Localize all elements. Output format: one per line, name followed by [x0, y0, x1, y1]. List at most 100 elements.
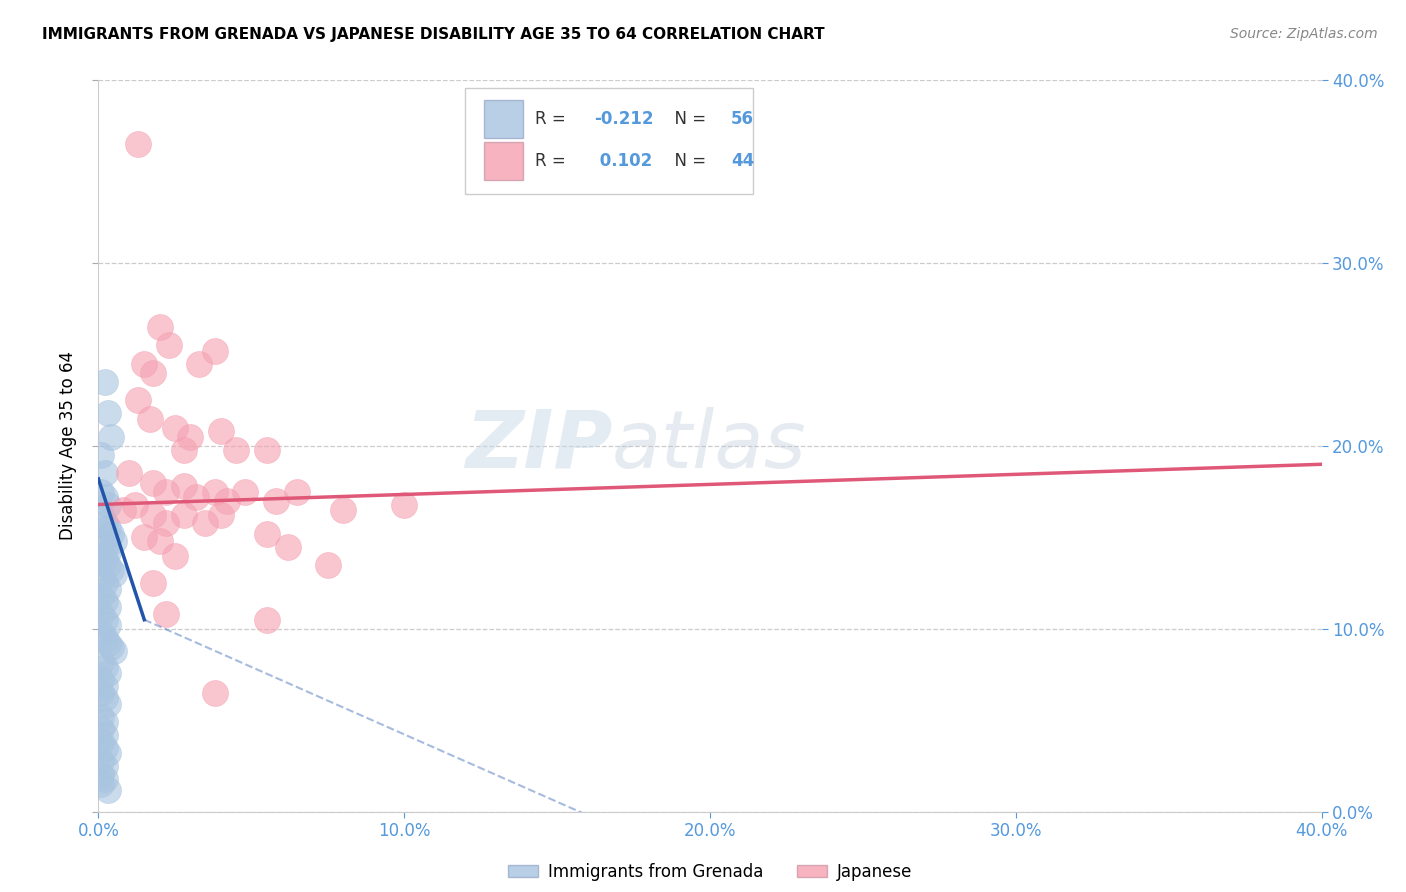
Point	[209, 425, 232, 439]
Point	[173, 479, 195, 493]
Point	[149, 534, 172, 549]
Legend: Immigrants from Grenada, Japanese: Immigrants from Grenada, Japanese	[502, 856, 918, 888]
Point	[256, 442, 278, 457]
Point	[163, 421, 186, 435]
Point	[93, 576, 115, 591]
Point	[142, 366, 165, 380]
Point	[204, 686, 226, 700]
Point	[97, 582, 120, 596]
Point	[186, 490, 208, 504]
Point	[93, 552, 115, 566]
Point	[93, 728, 115, 742]
Point	[134, 357, 156, 371]
FancyBboxPatch shape	[484, 142, 523, 180]
Point	[97, 599, 120, 614]
Point	[103, 567, 125, 582]
Point	[93, 516, 115, 530]
Point	[209, 508, 232, 523]
Text: ZIP: ZIP	[465, 407, 612, 485]
FancyBboxPatch shape	[465, 87, 752, 194]
Point	[93, 740, 115, 755]
Point	[204, 343, 226, 358]
Point	[316, 558, 339, 572]
Point	[93, 594, 115, 608]
Point	[194, 516, 217, 530]
Point	[215, 493, 238, 508]
Point	[97, 406, 120, 420]
Point	[163, 549, 186, 563]
Point	[97, 618, 120, 632]
Point	[100, 563, 122, 577]
Point	[90, 655, 112, 669]
Point	[179, 430, 201, 444]
Point	[93, 715, 115, 730]
Point	[90, 709, 112, 723]
Point	[93, 631, 115, 645]
Text: N =: N =	[664, 110, 711, 128]
Text: 0.102: 0.102	[593, 152, 652, 169]
Point	[97, 545, 120, 559]
Point	[93, 691, 115, 706]
Point	[124, 498, 146, 512]
Text: -0.212: -0.212	[593, 110, 654, 128]
Point	[127, 137, 149, 152]
Point	[97, 782, 120, 797]
Text: R =: R =	[536, 152, 571, 169]
Point	[90, 448, 112, 462]
Point	[93, 660, 115, 674]
Point	[233, 484, 256, 499]
Point	[142, 508, 165, 523]
Point	[90, 777, 112, 791]
Point	[93, 679, 115, 693]
Point	[90, 754, 112, 768]
Point	[285, 484, 308, 499]
Point	[93, 613, 115, 627]
Point	[90, 534, 112, 549]
Point	[155, 484, 177, 499]
Point	[392, 498, 416, 512]
Point	[93, 375, 115, 389]
Point	[90, 484, 112, 499]
Point	[100, 430, 122, 444]
Point	[90, 571, 112, 585]
Point	[90, 607, 112, 622]
Point	[100, 640, 122, 655]
Y-axis label: Disability Age 35 to 64: Disability Age 35 to 64	[59, 351, 77, 541]
Point	[118, 467, 141, 481]
Point	[93, 772, 115, 786]
Point	[97, 498, 120, 512]
Point	[97, 558, 120, 572]
Point	[90, 508, 112, 523]
Point	[264, 493, 287, 508]
Text: IMMIGRANTS FROM GRENADA VS JAPANESE DISABILITY AGE 35 TO 64 CORRELATION CHART: IMMIGRANTS FROM GRENADA VS JAPANESE DISA…	[42, 27, 825, 42]
Point	[155, 607, 177, 622]
Point	[100, 526, 122, 541]
Text: Source: ZipAtlas.com: Source: ZipAtlas.com	[1230, 27, 1378, 41]
Point	[139, 411, 162, 425]
Point	[90, 673, 112, 687]
Point	[97, 746, 120, 760]
Text: R =: R =	[536, 110, 571, 128]
Point	[111, 503, 134, 517]
Point	[134, 530, 156, 544]
Point	[90, 625, 112, 640]
Point	[332, 503, 354, 517]
Point	[93, 490, 115, 504]
Point	[173, 508, 195, 523]
FancyBboxPatch shape	[484, 100, 523, 138]
Point	[149, 320, 172, 334]
Point	[90, 735, 112, 749]
Text: 56: 56	[731, 110, 754, 128]
Point	[277, 540, 299, 554]
Point	[97, 636, 120, 650]
Point	[142, 576, 165, 591]
Point	[90, 723, 112, 737]
Point	[173, 442, 195, 457]
Point	[127, 393, 149, 408]
Point	[90, 768, 112, 782]
Point	[225, 442, 247, 457]
Point	[97, 697, 120, 711]
Point	[103, 644, 125, 658]
Point	[93, 759, 115, 773]
Point	[97, 665, 120, 680]
